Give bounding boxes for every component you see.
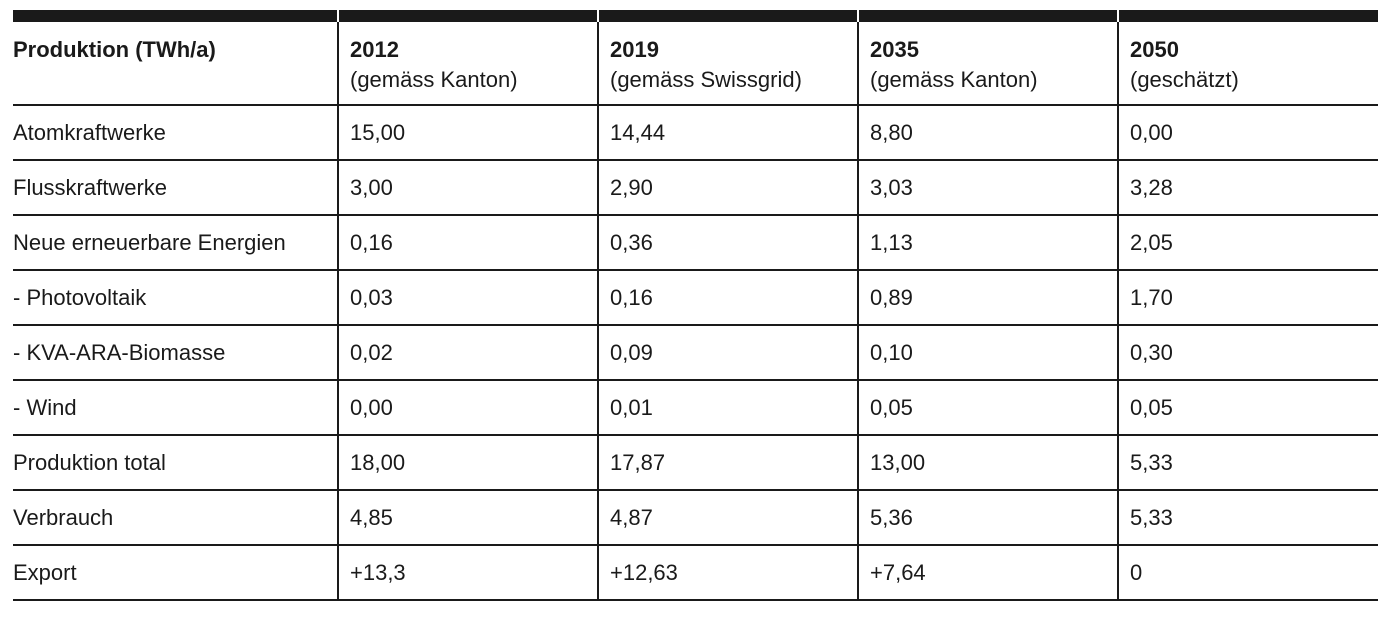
table-cell: 3,28 [1117,160,1378,216]
table-cell: 17,87 [597,435,858,491]
table-cell: 0,36 [597,215,858,271]
table-row: Flusskraftwerke 3,00 2,90 3,03 3,28 [13,160,1378,216]
table-cell: 1,13 [857,215,1118,271]
table-cell: 3,00 [337,160,598,216]
table-cell: 0,02 [337,325,598,381]
table-cell: 18,00 [337,435,598,491]
table-cell: 0,05 [857,380,1118,436]
table-cell: 0,00 [1117,105,1378,161]
row-label: - Wind [13,380,338,436]
header-column-2035: 2035 (gemäss Kanton) [857,22,1118,106]
table-header: Produktion (TWh/a) 2012 (gemäss Kanton) … [13,10,1378,106]
row-label: Atomkraftwerke [13,105,338,161]
header-row: Produktion (TWh/a) 2012 (gemäss Kanton) … [13,22,1378,106]
table-body: Atomkraftwerke 15,00 14,44 8,80 0,00 Flu… [13,105,1378,601]
top-bar-segment [1118,10,1378,22]
row-label: Verbrauch [13,490,338,546]
top-bar-segment [13,10,339,22]
table-cell: 0,00 [337,380,598,436]
header-column-2012: 2012 (gemäss Kanton) [337,22,598,106]
table-cell: 0,10 [857,325,1118,381]
table-cell: 0,05 [1117,380,1378,436]
column-year: 2019 [610,37,659,62]
row-label: - Photovoltaik [13,270,338,326]
header-column-2050: 2050 (geschätzt) [1117,22,1378,106]
table-cell: 8,80 [857,105,1118,161]
table-cell: +7,64 [857,545,1118,601]
table-cell: 3,03 [857,160,1118,216]
table-cell: 5,36 [857,490,1118,546]
top-bar-segment [598,10,859,22]
table-cell: 0 [1117,545,1378,601]
energy-production-table: Produktion (TWh/a) 2012 (gemäss Kanton) … [13,10,1378,601]
table-cell: 2,05 [1117,215,1378,271]
column-source: (gemäss Kanton) [350,67,518,92]
table-cell: 15,00 [337,105,598,161]
column-year: 2050 [1130,37,1179,62]
row-label: Export [13,545,338,601]
table-cell: 0,30 [1117,325,1378,381]
column-source: (gemäss Swissgrid) [610,67,802,92]
table-cell: +13,3 [337,545,598,601]
table-cell: 4,87 [597,490,858,546]
table-cell: 14,44 [597,105,858,161]
header-top-bar [13,10,1378,22]
table-cell: 1,70 [1117,270,1378,326]
row-label: Produktion total [13,435,338,491]
table-row: Export +13,3 +12,63 +7,64 0 [13,545,1378,601]
header-label-cell: Produktion (TWh/a) [13,22,338,106]
table-row: - KVA-ARA-Biomasse 0,02 0,09 0,10 0,30 [13,325,1378,381]
table-title: Produktion (TWh/a) [13,37,216,62]
column-year: 2035 [870,37,919,62]
table-cell: 2,90 [597,160,858,216]
table-row: - Photovoltaik 0,03 0,16 0,89 1,70 [13,270,1378,326]
table-cell: 0,01 [597,380,858,436]
table-row: Produktion total 18,00 17,87 13,00 5,33 [13,435,1378,491]
table-row: Verbrauch 4,85 4,87 5,36 5,33 [13,490,1378,546]
table-row: Atomkraftwerke 15,00 14,44 8,80 0,00 [13,105,1378,161]
column-source: (geschätzt) [1130,67,1239,92]
table-cell: 0,16 [597,270,858,326]
table-row: - Wind 0,00 0,01 0,05 0,05 [13,380,1378,436]
top-bar-segment [338,10,599,22]
table-row: Neue erneuerbare Energien 0,16 0,36 1,13… [13,215,1378,271]
energy-production-table-container: Produktion (TWh/a) 2012 (gemäss Kanton) … [13,10,1378,601]
table-cell: 0,16 [337,215,598,271]
table-cell: 0,89 [857,270,1118,326]
column-year: 2012 [350,37,399,62]
row-label: Flusskraftwerke [13,160,338,216]
row-label: - KVA-ARA-Biomasse [13,325,338,381]
column-source: (gemäss Kanton) [870,67,1038,92]
table-cell: 0,09 [597,325,858,381]
table-cell: 5,33 [1117,490,1378,546]
table-cell: 5,33 [1117,435,1378,491]
row-label: Neue erneuerbare Energien [13,215,338,271]
table-cell: 0,03 [337,270,598,326]
top-bar-segment [858,10,1119,22]
table-cell: +12,63 [597,545,858,601]
table-cell: 4,85 [337,490,598,546]
table-cell: 13,00 [857,435,1118,491]
header-column-2019: 2019 (gemäss Swissgrid) [597,22,858,106]
